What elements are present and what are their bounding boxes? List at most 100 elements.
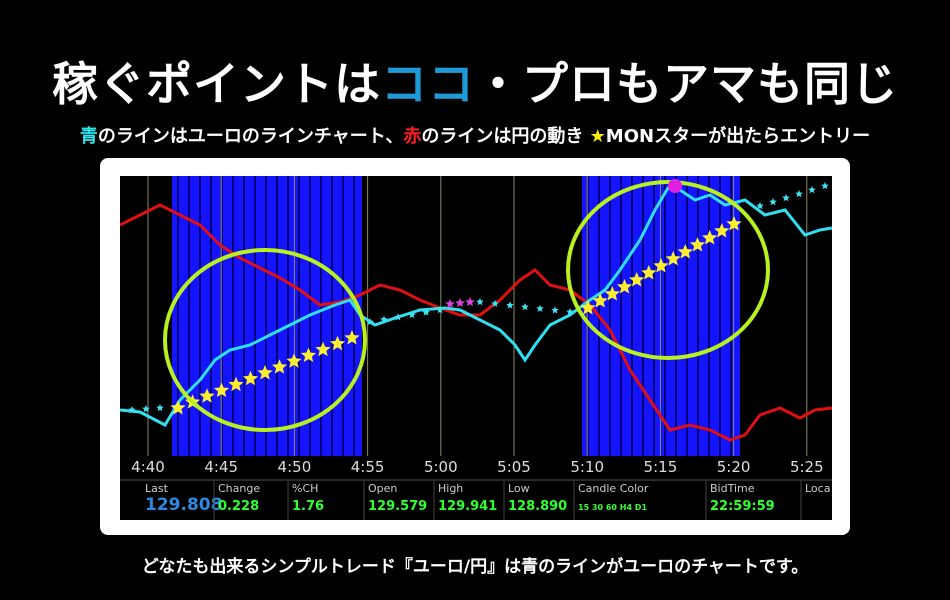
- star-marker: [641, 265, 657, 280]
- ticker-label: Last: [145, 482, 169, 495]
- trading-chart: 4:40 4:45 4:50 4:55 5:00 5:05 5:10 5:15 5:20 5:25…: [120, 176, 832, 520]
- star-marker: [380, 315, 388, 323]
- star-marker: [653, 258, 669, 273]
- text-part: 青: [79, 126, 98, 147]
- text-part: MONスターが出たらエントリー: [605, 126, 871, 147]
- yen-line: [120, 203, 832, 442]
- signal-stars: [128, 182, 829, 415]
- star-marker: [408, 310, 416, 318]
- time-label: 5:05: [497, 458, 531, 476]
- star-marker: [677, 244, 693, 259]
- euro-line: [120, 186, 832, 427]
- ticker-label: Change: [218, 482, 260, 495]
- ticker-label: %CH: [292, 482, 318, 495]
- star-marker: [271, 359, 288, 374]
- star-marker: [242, 370, 259, 386]
- ticker-label: Open: [368, 482, 397, 495]
- time-label: 4:50: [278, 458, 312, 476]
- time-label: 4:40: [131, 458, 165, 476]
- star-marker: [394, 313, 402, 321]
- blue-zone: [582, 176, 740, 456]
- time-label: 5:10: [570, 458, 604, 476]
- time-label: 5:00: [424, 458, 458, 476]
- ticker-label: BidTime: [710, 482, 755, 495]
- ticker-value: 1.76: [292, 499, 324, 514]
- star-marker: [795, 190, 803, 198]
- ticker-value: 129.808: [145, 495, 222, 515]
- star-marker: [702, 230, 718, 245]
- ticker-label: Low: [508, 482, 530, 495]
- ticker-value: 22:59:59: [710, 499, 775, 514]
- star-marker: [445, 299, 455, 308]
- star-marker: [580, 300, 596, 315]
- star-marker: [476, 298, 484, 306]
- time-label: 4:45: [204, 458, 238, 476]
- star-marker: [756, 202, 764, 210]
- star-marker: [465, 297, 475, 306]
- star-marker: [315, 341, 331, 357]
- star-marker: [329, 335, 346, 351]
- star-marker: [604, 286, 620, 301]
- star-marker: [436, 306, 444, 314]
- star-marker: [228, 376, 244, 392]
- highlight-circle: [163, 248, 367, 432]
- time-label: 5:25: [790, 458, 824, 476]
- time-labels: 4:40 4:45 4:50 4:55 5:00 5:05 5:10 5:15 5:20 5:25: [131, 458, 823, 476]
- time-label: 4:55: [351, 458, 385, 476]
- star-marker: [521, 303, 529, 311]
- star-marker: [821, 182, 829, 190]
- ticker-value: 0.228: [218, 499, 259, 514]
- star-marker: [726, 216, 742, 231]
- ticker-value: 15 30 60 H4 D1: [578, 503, 647, 512]
- star-marker: [629, 272, 645, 287]
- text-part: 稼ぐポイントは: [52, 57, 381, 111]
- star-marker: [422, 308, 430, 316]
- text-part: ・プロもアマも同じ: [475, 57, 898, 111]
- text-part: 赤: [403, 126, 422, 147]
- star-marker: [170, 400, 186, 415]
- star-marker: [199, 388, 215, 403]
- star-marker: [551, 306, 559, 314]
- star-marker: [128, 406, 136, 414]
- star-marker: [536, 304, 544, 312]
- star-marker: [592, 293, 608, 308]
- star-marker: [714, 223, 730, 238]
- time-label: 5:15: [644, 458, 678, 476]
- star-marker: [769, 198, 777, 206]
- star-marker: [300, 347, 317, 362]
- text-part: ココ: [381, 57, 475, 111]
- subheadline: 青のラインはユーロのラインチャート、赤のラインは円の動き ★MONスターが出たら…: [0, 122, 950, 148]
- star-marker: [491, 299, 499, 307]
- ticker-label: High: [438, 482, 463, 495]
- star-marker: [808, 186, 816, 194]
- star-marker: [344, 330, 360, 345]
- star-marker: [616, 279, 633, 294]
- text-part: のラインはユーロのラインチャート、: [97, 126, 404, 147]
- peak-dot: [668, 179, 682, 193]
- highlight-circle: [566, 180, 770, 360]
- ticker-bar: [120, 478, 832, 520]
- caption: どなたも出来るシンプルトレード『ユーロ/円』は青のラインがユーロのチャートです。: [141, 557, 809, 577]
- ticker-value: 128.890: [508, 499, 567, 514]
- text-part: ★: [589, 126, 606, 147]
- star-marker: [286, 353, 302, 368]
- ticker-label: Candle Color: [578, 482, 649, 495]
- time-grid: [147, 176, 808, 456]
- star-marker: [142, 405, 150, 413]
- star-marker: [782, 194, 790, 202]
- star-marker: [257, 365, 273, 380]
- star-marker: [455, 298, 465, 307]
- star-marker: [156, 404, 164, 412]
- ticker-value: 129.941: [438, 499, 497, 514]
- star-marker: [213, 382, 230, 397]
- star-marker: [506, 301, 514, 309]
- time-label: 5:20: [717, 458, 751, 476]
- star-marker: [665, 251, 681, 266]
- highlight-zones: [172, 176, 740, 456]
- ticker-label: Loca: [805, 482, 830, 495]
- star-marker: [366, 318, 374, 326]
- star-marker: [566, 308, 574, 316]
- star-marker: [689, 237, 706, 252]
